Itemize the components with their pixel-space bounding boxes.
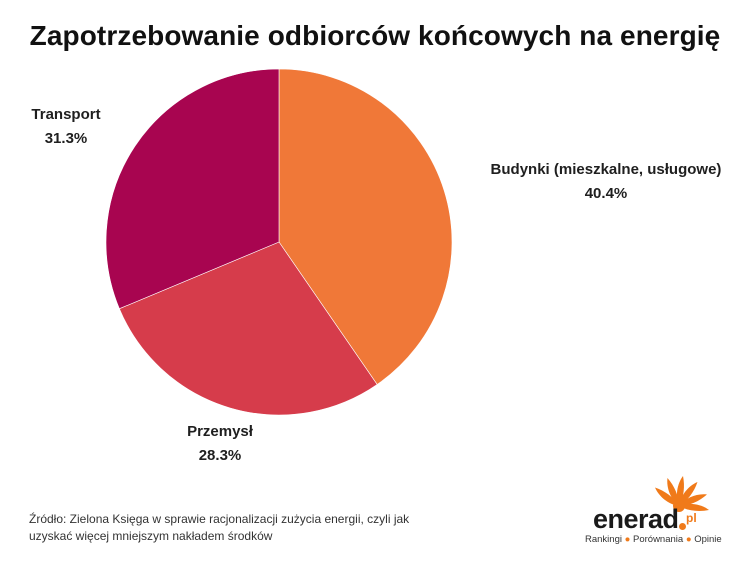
- source-line-2: uzyskać więcej mniejszym nakładem środkó…: [29, 529, 273, 543]
- sun-icon: [655, 476, 709, 512]
- label-transport-value: 31.3%: [44, 130, 88, 147]
- label-budynki-name: Budynki (mieszkalne, usługowe): [490, 161, 722, 178]
- logo-tagline: Rankingi ● Porównania ● Opinie: [585, 534, 722, 545]
- tagline-sep-2: ●: [685, 534, 692, 545]
- tagline-rankingi: Rankingi: [585, 534, 622, 545]
- tagline-opinie: Opinie: [694, 534, 722, 545]
- logo-suffix: pl: [686, 511, 697, 525]
- slice-przemysl: [118, 241, 378, 416]
- label-przemysl: Przemysł 28.3%: [160, 420, 280, 468]
- enerad-logo: enerad pl Rankingi ● Porównania ● Opinie: [585, 468, 725, 548]
- label-transport: Transport 31.3%: [10, 103, 122, 151]
- source-line-1: Źródło: Zielona Księga w sprawie racjona…: [29, 512, 410, 526]
- label-budynki-value: 40.4%: [584, 185, 628, 202]
- logo-dot: [679, 523, 686, 530]
- slice-budynki: [278, 68, 453, 385]
- label-przemysl-name: Przemysł: [187, 423, 253, 440]
- source-note: Źródło: Zielona Księga w sprawie racjona…: [29, 511, 459, 545]
- slice-transport: [105, 68, 280, 310]
- tagline-sep-1: ●: [624, 534, 631, 545]
- chart-title: Zapotrzebowanie odbiorców końcowych na e…: [29, 20, 721, 51]
- label-transport-name: Transport: [31, 106, 101, 123]
- label-budynki: Budynki (mieszkalne, usługowe) 40.4%: [472, 158, 740, 206]
- tagline-porownania: Porównania: [633, 534, 684, 545]
- logo-word: enerad: [593, 504, 679, 534]
- label-przemysl-value: 28.3%: [198, 447, 242, 464]
